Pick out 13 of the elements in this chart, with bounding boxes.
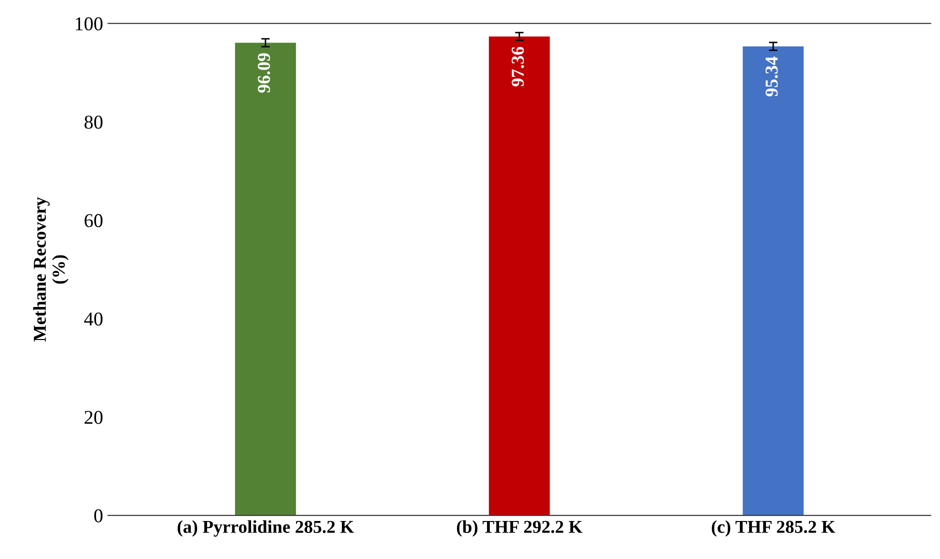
- y-tick-label: 20: [84, 410, 102, 424]
- data-label: 95.34: [766, 56, 778, 96]
- x-tick-label: (b) THF 292.2 K: [456, 520, 582, 537]
- x-tick-label: (c) THF 285.2 K: [712, 520, 836, 537]
- data-label: 97.36: [512, 46, 524, 86]
- x-tick-label: (a) Pyrrolidine 285.2 K: [178, 520, 354, 537]
- y-tick-label: 60: [84, 214, 102, 228]
- y-tick-label: 100: [76, 17, 102, 30]
- y-tick-label: 80: [84, 116, 102, 129]
- y-tick-label: 0: [94, 509, 102, 522]
- y-tick-label: 40: [84, 312, 102, 326]
- y-axis-title: Methane Recovery (%): [33, 197, 69, 342]
- data-label: 96.09: [258, 53, 270, 93]
